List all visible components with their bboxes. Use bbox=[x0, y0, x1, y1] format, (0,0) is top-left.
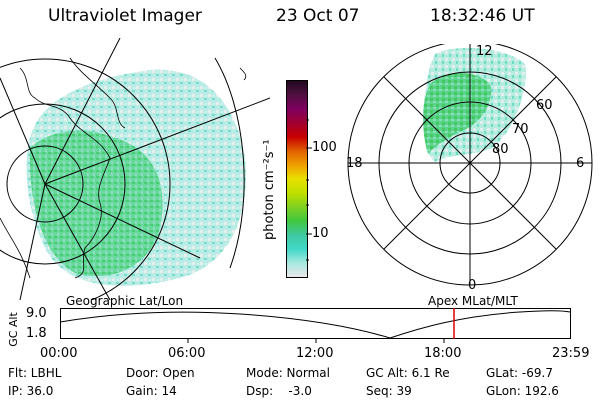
meridian-line bbox=[44, 38, 121, 185]
colorbar-ticks bbox=[306, 119, 312, 261]
x-tick-1800: 18:00 bbox=[424, 346, 462, 361]
glat-status: GLat: -69.7 bbox=[486, 366, 553, 380]
coastline bbox=[0, 217, 31, 279]
lat-label-60: 60 bbox=[536, 98, 553, 113]
x-tick-0600: 06:00 bbox=[168, 346, 206, 361]
altitude-curve bbox=[60, 310, 571, 339]
coastline bbox=[19, 67, 111, 279]
coastline bbox=[69, 57, 126, 129]
aurora-bright-region bbox=[29, 130, 163, 276]
colorbar-gradient bbox=[287, 81, 307, 277]
coastline bbox=[239, 67, 247, 81]
time-label: 18:32:46 UT bbox=[430, 6, 535, 26]
mlt-label-0: 0 bbox=[468, 278, 477, 293]
mlt-label-6: 6 bbox=[576, 156, 585, 171]
polar-plot bbox=[347, 44, 593, 286]
colorbar-tick-10: 10 bbox=[312, 226, 329, 241]
seq-status: Seq: 39 bbox=[366, 384, 412, 398]
meridian-line bbox=[19, 183, 46, 300]
date-label: 23 Oct 07 bbox=[276, 6, 360, 26]
dsp-status: Dsp: -3.0 bbox=[246, 384, 312, 398]
meridian-line bbox=[44, 97, 270, 185]
mlt-line-diag bbox=[383, 76, 557, 250]
colorbar-tick-100: 100 bbox=[312, 140, 337, 155]
lat-circle-80 bbox=[6, 145, 84, 223]
geographic-title: Geographic Lat/Lon bbox=[66, 294, 184, 308]
meridian-line bbox=[44, 183, 201, 259]
gain-status: Gain: 14 bbox=[126, 384, 177, 398]
geographic-map bbox=[0, 38, 270, 300]
lat-label-70: 70 bbox=[512, 122, 529, 137]
mlt-label-12: 12 bbox=[476, 44, 493, 59]
x-tick-2359: 23:59 bbox=[552, 346, 590, 361]
mode-status: Mode: Normal bbox=[246, 366, 330, 380]
filter-status: Flt: LBHL bbox=[8, 366, 62, 380]
gc-alt-status: GC Alt: 6.1 Re bbox=[366, 366, 450, 380]
instrument-title: Ultraviolet Imager bbox=[48, 6, 202, 26]
apex-title: Apex MLat/MLT bbox=[428, 294, 518, 308]
globe-limb bbox=[214, 57, 245, 269]
colorbar-unit-label: photon cm⁻²s⁻¹ bbox=[262, 139, 277, 240]
altitude-timeline bbox=[60, 308, 571, 343]
glon-status: GLon: 192.6 bbox=[486, 384, 559, 398]
x-tick-0000: 00:00 bbox=[40, 346, 78, 361]
door-status: Door: Open bbox=[126, 366, 195, 380]
colorbar bbox=[286, 80, 308, 278]
y-tick-1: 1.8 bbox=[26, 326, 47, 341]
ip-status: IP: 36.0 bbox=[8, 384, 54, 398]
y-tick-9: 9.0 bbox=[26, 306, 47, 321]
mlt-label-18: 18 bbox=[346, 156, 363, 171]
meridian-line bbox=[44, 183, 111, 300]
x-tick-1200: 12:00 bbox=[296, 346, 334, 361]
lat-label-80: 80 bbox=[492, 142, 509, 157]
gc-alt-axis-label: GC Alt bbox=[6, 312, 20, 347]
lat-circle-60 bbox=[0, 58, 171, 300]
meridian-line bbox=[0, 77, 46, 185]
